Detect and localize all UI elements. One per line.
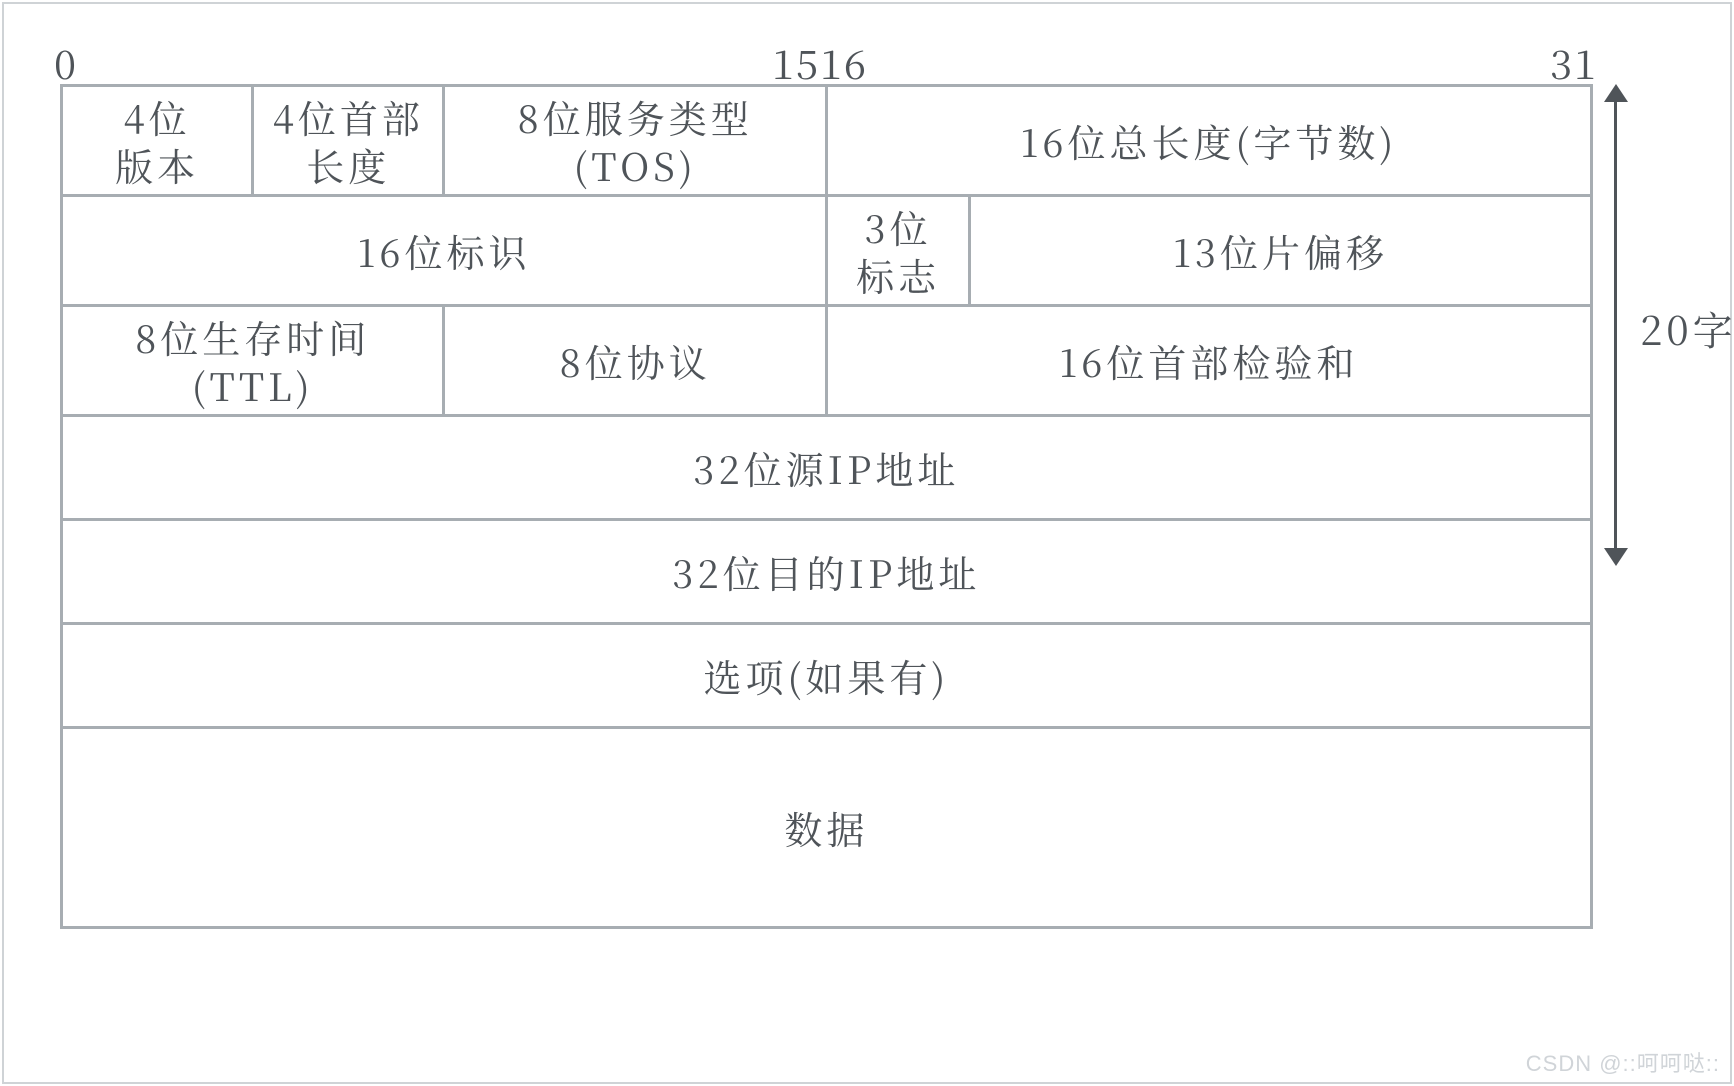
field-tos: 8位服务类型 (TOS)	[444, 86, 826, 196]
field-header-checksum: 16位首部检验和	[826, 306, 1591, 416]
ip-header-table: 4位 版本 4位首部 长度 8位服务类型 (TOS) 16位总长度(字节数) 1…	[60, 84, 1590, 929]
ruler-0: 0	[54, 34, 78, 91]
field-source-ip: 32位源IP地址	[62, 416, 1592, 520]
field-fragment-offset: 13位片偏移	[970, 196, 1591, 306]
header-size-brace	[1600, 86, 1630, 564]
field-options: 选项(如果有)	[62, 624, 1592, 728]
field-flags: 3位 标志	[826, 196, 969, 306]
bit-ruler: 0 1516 31	[60, 34, 1640, 78]
arrow-down-icon	[1604, 548, 1628, 566]
field-dest-ip: 32位目的IP地址	[62, 520, 1592, 624]
field-protocol: 8位协议	[444, 306, 826, 416]
field-total-length: 16位总长度(字节数)	[826, 86, 1591, 196]
header-size-label: 20字节	[1640, 300, 1734, 357]
brace-line	[1614, 94, 1617, 556]
field-data: 数据	[62, 728, 1592, 928]
ruler-31: 31	[1550, 34, 1598, 91]
field-version: 4位 版本	[62, 86, 253, 196]
ruler-1516: 1516	[772, 34, 868, 91]
field-ttl: 8位生存时间 (TTL)	[62, 306, 444, 416]
field-identification: 16位标识	[62, 196, 827, 306]
field-header-length: 4位首部 长度	[253, 86, 444, 196]
watermark: CSDN @::呵呵哒::	[1526, 1046, 1720, 1078]
